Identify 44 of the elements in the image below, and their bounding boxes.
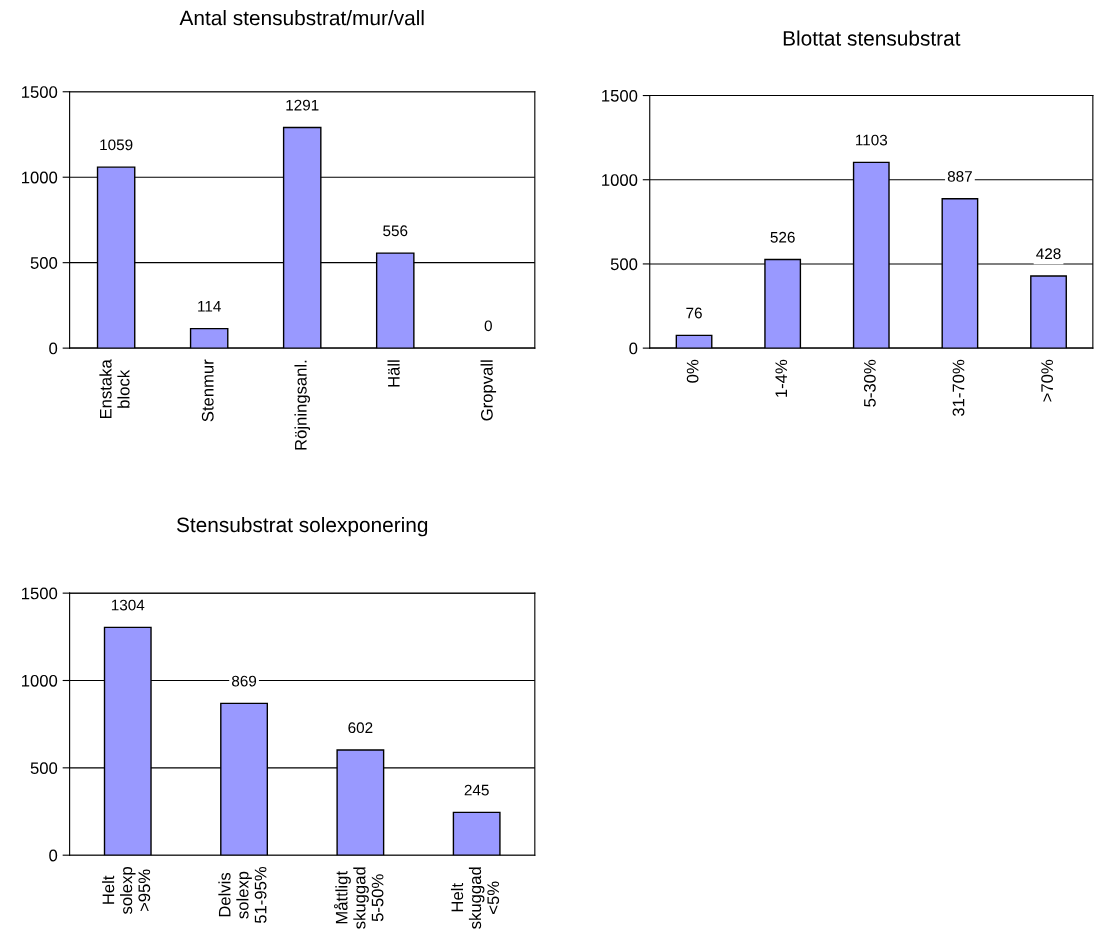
x-tick-label: Häll xyxy=(387,360,400,387)
y-tick-label: 1000 xyxy=(22,674,58,687)
x-tick-label: >70% xyxy=(1041,359,1054,402)
data-label: 869 xyxy=(231,675,257,687)
chart-title: Antal stensubstrat/mur/vall xyxy=(179,10,424,26)
x-tick-label: Gropvall xyxy=(480,360,497,421)
x-tick-label: Enstaka block xyxy=(99,359,130,419)
y-tick-label: 1000 xyxy=(22,171,58,184)
x-tick-label: 1-4% xyxy=(775,359,788,397)
bar xyxy=(452,811,501,856)
y-tick-label: 1500 xyxy=(22,86,58,98)
data-label: 245 xyxy=(464,784,489,796)
y-tick-label: 500 xyxy=(30,762,58,775)
x-tick-label: Helt solexp >95% xyxy=(102,866,151,915)
x-tick-label: 0% xyxy=(686,359,699,383)
x-tick-label: Delvis solexp 51-95% xyxy=(218,866,267,924)
y-tick-label: 500 xyxy=(30,257,58,269)
y-tick-label: 0 xyxy=(49,849,58,862)
y-tick-label: 0 xyxy=(629,342,638,355)
data-label: 887 xyxy=(947,171,972,182)
data-label: 1304 xyxy=(111,599,145,611)
data-label: 76 xyxy=(686,307,702,319)
data-label: 428 xyxy=(1036,248,1061,260)
x-tick-label: Helt skuggad <5% xyxy=(450,867,500,929)
data-label: 1103 xyxy=(856,134,888,146)
y-tick-label: 0 xyxy=(49,342,58,355)
y-tick-label: 1500 xyxy=(22,587,58,600)
data-label: 0 xyxy=(484,320,492,332)
chart-title: Stensubstrat solexponering xyxy=(176,516,428,537)
x-tick-label: Stenmur xyxy=(201,359,214,422)
data-label: 602 xyxy=(348,722,373,734)
data-label: 1059 xyxy=(100,139,133,151)
x-tick-label: 31-70% xyxy=(952,359,965,417)
y-tick-label: 1500 xyxy=(602,89,638,102)
y-tick-label: 1000 xyxy=(602,174,638,186)
data-label: 526 xyxy=(770,231,795,243)
data-label: 1291 xyxy=(286,99,319,111)
x-tick-label: Röjningsanl. xyxy=(294,360,310,450)
x-tick-label: 5-30% xyxy=(863,359,876,407)
data-label: 556 xyxy=(383,225,408,237)
chart-title: Blottat stensubstrat xyxy=(783,30,961,46)
y-tick-label: 500 xyxy=(610,258,638,271)
x-tick-label: Måttligt skuggad 5-50% xyxy=(333,867,384,929)
data-label: 114 xyxy=(198,301,221,312)
